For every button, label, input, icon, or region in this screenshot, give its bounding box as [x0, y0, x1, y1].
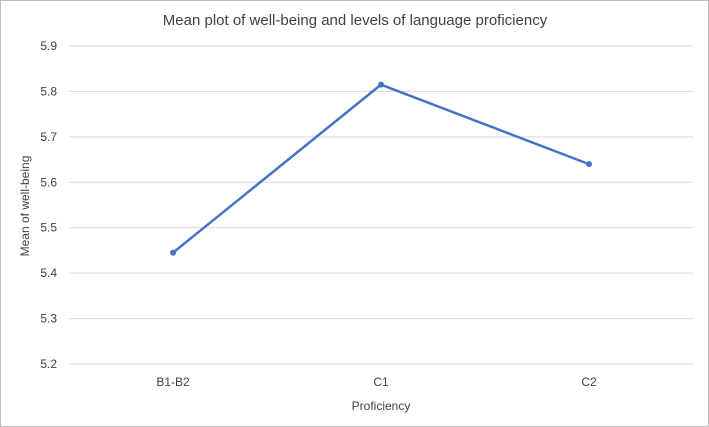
y-tick-labels: 5.2 5.3 5.4 5.5 5.6 5.7 5.8 5.9 [40, 39, 57, 371]
x-tick-label: B1-B2 [156, 375, 190, 389]
y-tick-label: 5.9 [40, 39, 57, 53]
data-point [378, 81, 384, 88]
y-tick-label: 5.2 [40, 357, 57, 371]
x-tick-label: C2 [581, 375, 597, 389]
x-axis-title: Proficiency [352, 399, 411, 413]
chart-title: Mean plot of well-being and levels of la… [163, 12, 548, 29]
gridlines [69, 45, 693, 365]
y-tick-label: 5.4 [40, 266, 57, 280]
y-tick-label: 5.7 [40, 130, 57, 144]
data-point [586, 161, 592, 168]
y-tick-label: 5.8 [40, 84, 57, 98]
data-point [170, 249, 176, 256]
series-layer [170, 81, 592, 256]
x-tick-label: C1 [373, 375, 389, 389]
y-axis-title: Mean of well-being [18, 156, 32, 257]
y-tick-label: 5.5 [40, 221, 57, 235]
y-tick-label: 5.6 [40, 175, 57, 189]
x-tick-labels: B1-B2 C1 C2 [156, 375, 597, 389]
y-tick-label: 5.3 [40, 312, 57, 326]
